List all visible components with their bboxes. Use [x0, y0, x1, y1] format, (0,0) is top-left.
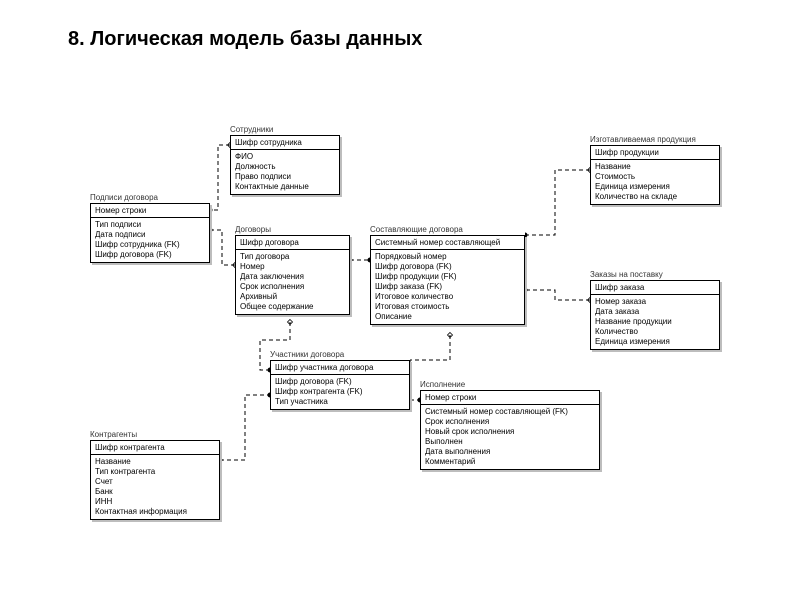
entity-attr: ФИО — [235, 152, 335, 162]
entity-attr: Описание — [375, 312, 520, 322]
entity-attr: Итоговая стоимость — [375, 302, 520, 312]
entity-attr: Выполнен — [425, 437, 595, 447]
entity-attrs: ФИОДолжностьПраво подписиКонтактные данн… — [231, 150, 339, 194]
entity-attr: Общее содержание — [240, 302, 345, 312]
diagram-canvas: 8. Логическая модель базы данных Сотрудн… — [0, 0, 800, 600]
entity-pk: Шифр заказа — [591, 281, 719, 295]
entity-box: Шифр участника договораШифр договора (FK… — [270, 360, 410, 410]
entity-attr: Срок исполнения — [425, 417, 595, 427]
entity-contractors: КонтрагентыШифр контрагентаНазваниеТип к… — [90, 430, 220, 520]
entity-attr: Шифр продукции (FK) — [375, 272, 520, 282]
entity-attr: Системный номер составляющей (FK) — [425, 407, 595, 417]
entity-box: Шифр договораТип договораНомерДата заклю… — [235, 235, 350, 315]
entity-attr: Дата заключения — [240, 272, 345, 282]
entity-attrs: Шифр договора (FK)Шифр контрагента (FK)Т… — [271, 375, 409, 409]
entity-pk: Номер строки — [421, 391, 599, 405]
entity-attr: Архивный — [240, 292, 345, 302]
entity-attr: Шифр договора (FK) — [375, 262, 520, 272]
entity-employees: СотрудникиШифр сотрудникаФИОДолжностьПра… — [230, 125, 340, 195]
entity-orders: Заказы на поставкуШифр заказаНомер заказ… — [590, 270, 720, 350]
entity-caption: Подписи договора — [90, 193, 210, 202]
entity-caption: Исполнение — [420, 380, 600, 389]
entity-caption: Контрагенты — [90, 430, 220, 439]
entity-attr: Дата выполнения — [425, 447, 595, 457]
entity-attr: Название продукции — [595, 317, 715, 327]
entity-attr: Должность — [235, 162, 335, 172]
entity-attr: Шифр договора (FK) — [275, 377, 405, 387]
entity-box: Шифр контрагентаНазваниеТип контрагентаС… — [90, 440, 220, 520]
rel-orders-components — [525, 290, 590, 300]
entity-attrs: Системный номер составляющей (FK)Срок ис… — [421, 405, 599, 469]
entity-box: Шифр продукцииНазваниеСтоимостьЕдиница и… — [590, 145, 720, 205]
entity-products: Изготавливаемая продукцияШифр продукцииН… — [590, 135, 720, 205]
rel-contractors-participants — [220, 395, 270, 460]
rel-contract-sign — [210, 230, 235, 265]
entity-caption: Составляющие договора — [370, 225, 525, 234]
rel-emp-sign — [210, 145, 230, 210]
entity-attrs: Порядковый номерШифр договора (FK)Шифр п… — [371, 250, 524, 324]
entity-attr: Счет — [95, 477, 215, 487]
entity-pk: Номер строки — [91, 204, 209, 218]
entity-box: Номер строкиСистемный номер составляющей… — [420, 390, 600, 470]
entity-caption: Изготавливаемая продукция — [590, 135, 720, 144]
entity-attr: ИНН — [95, 497, 215, 507]
entity-attrs: Номер заказаДата заказаНазвание продукци… — [591, 295, 719, 349]
entity-attr: Тип договора — [240, 252, 345, 262]
entity-components: Составляющие договораСистемный номер сос… — [370, 225, 525, 325]
entity-caption: Сотрудники — [230, 125, 340, 134]
entity-contracts: ДоговорыШифр договораТип договораНомерДа… — [235, 225, 350, 315]
entity-box: Системный номер составляющейПорядковый н… — [370, 235, 525, 325]
entity-attr: Стоимость — [595, 172, 715, 182]
entity-signatures: Подписи договораНомер строкиТип подписиД… — [90, 193, 210, 263]
entity-box: Шифр заказаНомер заказаДата заказаНазван… — [590, 280, 720, 350]
entity-box: Шифр сотрудникаФИОДолжностьПраво подписи… — [230, 135, 340, 195]
entity-attr: Новый срок исполнения — [425, 427, 595, 437]
entity-execution: ИсполнениеНомер строкиСистемный номер со… — [420, 380, 600, 470]
entity-attr: Количество на складе — [595, 192, 715, 202]
entity-attr: Порядковый номер — [375, 252, 520, 262]
entity-box: Номер строкиТип подписиДата подписиШифр … — [90, 203, 210, 263]
entity-attr: Комментарий — [425, 457, 595, 467]
entity-attr: Срок исполнения — [240, 282, 345, 292]
entity-attr: Количество — [595, 327, 715, 337]
entity-attrs: Тип подписиДата подписиШифр сотрудника (… — [91, 218, 209, 262]
entity-attr: Номер заказа — [595, 297, 715, 307]
entity-pk: Шифр сотрудника — [231, 136, 339, 150]
rel-origin-diamond — [288, 320, 293, 325]
entity-attr: Итоговое количество — [375, 292, 520, 302]
rel-products-components — [525, 170, 590, 235]
entity-attr: Шифр договора (FK) — [95, 250, 205, 260]
entity-caption: Договоры — [235, 225, 350, 234]
entity-caption: Участники договора — [270, 350, 410, 359]
entity-attr: Название — [595, 162, 715, 172]
entity-attr: Единица измерения — [595, 337, 715, 347]
entity-attr: Тип контрагента — [95, 467, 215, 477]
entity-attr: Тип участника — [275, 397, 405, 407]
entity-attr: Единица измерения — [595, 182, 715, 192]
entity-pk: Шифр участника договора — [271, 361, 409, 375]
entity-pk: Шифр продукции — [591, 146, 719, 160]
entity-pk: Шифр контрагента — [91, 441, 219, 455]
page-title: 8. Логическая модель базы данных — [68, 28, 422, 51]
entity-attr: Шифр заказа (FK) — [375, 282, 520, 292]
entity-attr: Контактная информация — [95, 507, 215, 517]
entity-attrs: Тип договораНомерДата заключенияСрок исп… — [236, 250, 349, 314]
entity-attrs: НазваниеТип контрагентаСчетБанкИННКонтак… — [91, 455, 219, 519]
entity-attr: Шифр контрагента (FK) — [275, 387, 405, 397]
entity-attr: Шифр сотрудника (FK) — [95, 240, 205, 250]
entity-pk: Системный номер составляющей — [371, 236, 524, 250]
entity-attr: Название — [95, 457, 215, 467]
entity-attr: Банк — [95, 487, 215, 497]
entity-pk: Шифр договора — [236, 236, 349, 250]
entity-attr: Тип подписи — [95, 220, 205, 230]
entity-attr: Контактные данные — [235, 182, 335, 192]
entity-participants: Участники договораШифр участника договор… — [270, 350, 410, 410]
entity-caption: Заказы на поставку — [590, 270, 720, 279]
entity-attr: Дата подписи — [95, 230, 205, 240]
entity-attrs: НазваниеСтоимостьЕдиница измеренияКоличе… — [591, 160, 719, 204]
rel-origin-diamond — [448, 333, 453, 338]
entity-attr: Дата заказа — [595, 307, 715, 317]
entity-attr: Право подписи — [235, 172, 335, 182]
entity-attr: Номер — [240, 262, 345, 272]
